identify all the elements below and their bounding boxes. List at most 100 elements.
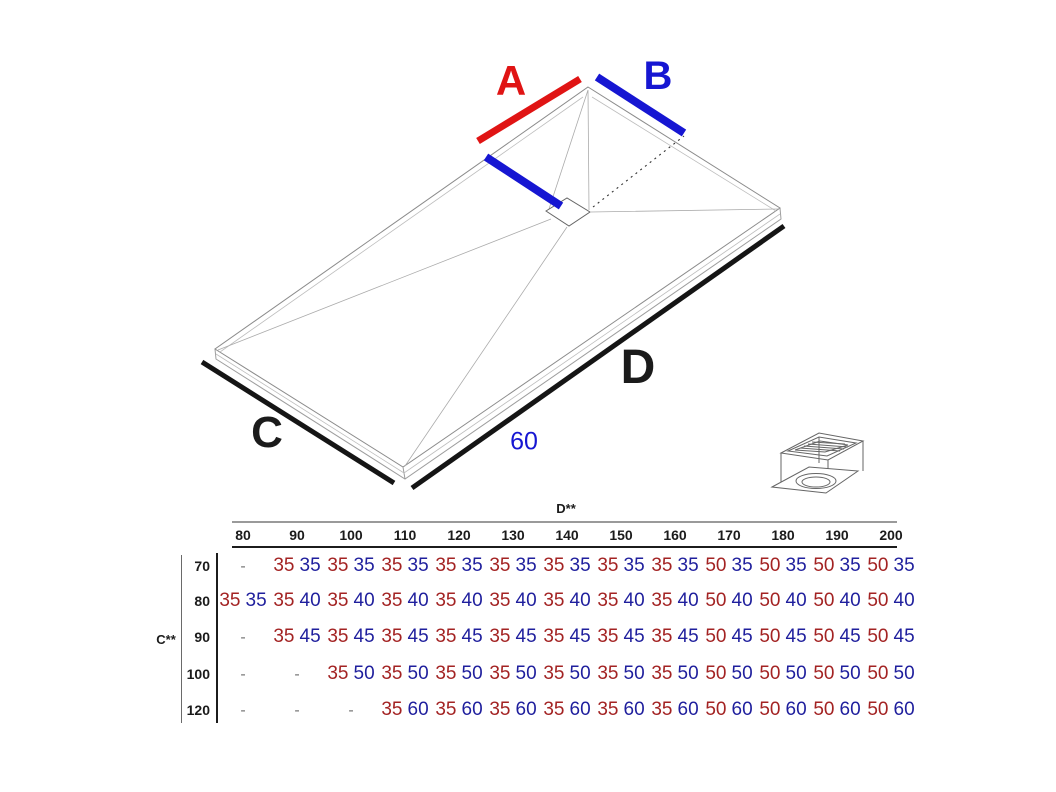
size-cell: 35 40: [270, 590, 324, 612]
cell-value-a: 50: [867, 699, 889, 720]
size-cell: 50 45: [810, 626, 864, 648]
cell-value-a: 35: [597, 699, 619, 720]
cell-value-b: 40: [623, 590, 645, 611]
size-cell: 50 40: [810, 590, 864, 612]
tray-side-lip: [215, 213, 781, 474]
cell-value-a: 35: [327, 663, 349, 684]
cell-value-a: 50: [759, 699, 781, 720]
size-cell: 50 60: [756, 699, 810, 721]
cell-value-a: 50: [705, 590, 727, 611]
empty-cell-dash: -: [240, 666, 246, 683]
cell-value-a: 35: [381, 555, 403, 576]
cell-value-b: 45: [515, 626, 537, 647]
cell-value-b: 50: [353, 663, 375, 684]
empty-cell-dash: -: [240, 558, 246, 575]
cell-value-a: 50: [813, 663, 835, 684]
cell-value-b: 45: [623, 626, 645, 647]
cell-value-b: 40: [299, 590, 321, 611]
column-header: 100: [339, 527, 363, 543]
table-header-rule: [232, 546, 897, 548]
cell-value-a: 35: [489, 699, 511, 720]
dimension-line-d: [410, 223, 786, 491]
empty-cell-dash: -: [294, 702, 300, 719]
size-cell: 50 35: [810, 555, 864, 577]
size-cell: 35 50: [324, 663, 378, 685]
cell-value-b: 35: [515, 555, 537, 576]
size-cell: 35 40: [378, 590, 432, 612]
dimension-line-drain-offset: [483, 153, 564, 210]
cell-value-a: 35: [489, 626, 511, 647]
cell-value-b: 40: [515, 590, 537, 611]
cell-value-b: 45: [407, 626, 429, 647]
cell-value-a: 50: [759, 626, 781, 647]
size-cell: 35 40: [486, 590, 540, 612]
cell-value-a: 35: [651, 663, 673, 684]
column-header: 140: [555, 527, 579, 543]
cell-value-a: 35: [597, 626, 619, 647]
cell-value-a: 50: [705, 663, 727, 684]
column-header: 180: [771, 527, 795, 543]
cell-value-a: 50: [705, 626, 727, 647]
cell-value-b: 45: [569, 626, 591, 647]
cell-value-a: 35: [273, 555, 295, 576]
cell-value-a: 35: [381, 590, 403, 611]
cell-value-b: 50: [461, 663, 483, 684]
cell-value-a: 35: [489, 590, 511, 611]
cell-value-b: 35: [461, 555, 483, 576]
cell-value-b: 50: [569, 663, 591, 684]
column-header: 150: [609, 527, 633, 543]
row-axis-label: C**: [156, 632, 176, 647]
cell-value-b: 45: [839, 626, 861, 647]
cell-value-b: 40: [461, 590, 483, 611]
size-cell: 50 60: [864, 699, 918, 721]
column-header: 80: [235, 527, 251, 543]
tray-rim-inset: [219, 96, 777, 353]
size-cell: -: [270, 699, 324, 721]
size-cell: -: [270, 663, 324, 685]
cell-value-a: 50: [813, 555, 835, 576]
cell-value-a: 35: [489, 555, 511, 576]
size-cell: 50 40: [756, 590, 810, 612]
cell-value-b: 45: [785, 626, 807, 647]
cell-value-a: 35: [381, 626, 403, 647]
cell-value-b: 40: [353, 590, 375, 611]
column-header: 160: [663, 527, 687, 543]
cell-value-b: 50: [785, 663, 807, 684]
cell-value-b: 50: [677, 663, 699, 684]
cell-value-b: 60: [731, 699, 753, 720]
column-header: 190: [825, 527, 849, 543]
column-header: 90: [289, 527, 305, 543]
empty-cell-dash: -: [294, 666, 300, 683]
size-cell: -: [216, 626, 270, 648]
size-cell: 35 60: [432, 699, 486, 721]
size-cell: 50 60: [702, 699, 756, 721]
size-cell: 35 40: [324, 590, 378, 612]
size-cell: 50 35: [864, 555, 918, 577]
size-cell: 35 40: [594, 590, 648, 612]
cell-value-a: 50: [813, 590, 835, 611]
label-b: B: [643, 54, 673, 98]
cell-value-a: 50: [813, 699, 835, 720]
dimension-line-a: [476, 76, 582, 144]
cell-value-b: 60: [785, 699, 807, 720]
size-cell: 35 45: [486, 626, 540, 648]
cell-value-b: 40: [785, 590, 807, 611]
size-cell: 50 50: [756, 663, 810, 685]
column-header: 200: [879, 527, 903, 543]
cell-value-a: 50: [813, 626, 835, 647]
cell-value-a: 35: [651, 590, 673, 611]
size-cell: -: [216, 699, 270, 721]
table-vertical-rule: [216, 553, 218, 723]
cell-value-b: 35: [839, 555, 861, 576]
cell-value-b: 50: [623, 663, 645, 684]
empty-cell-dash: -: [240, 702, 246, 719]
cell-value-b: 60: [515, 699, 537, 720]
cell-value-b: 35: [623, 555, 645, 576]
size-cell: -: [216, 555, 270, 577]
size-cell: 35 45: [594, 626, 648, 648]
cell-value-b: 40: [407, 590, 429, 611]
size-table: D** C** 80 90 100 110 120 130 140 150 160 170 180 1…: [140, 500, 930, 740]
size-cell: 35 45: [378, 626, 432, 648]
cell-value-a: 35: [651, 555, 673, 576]
